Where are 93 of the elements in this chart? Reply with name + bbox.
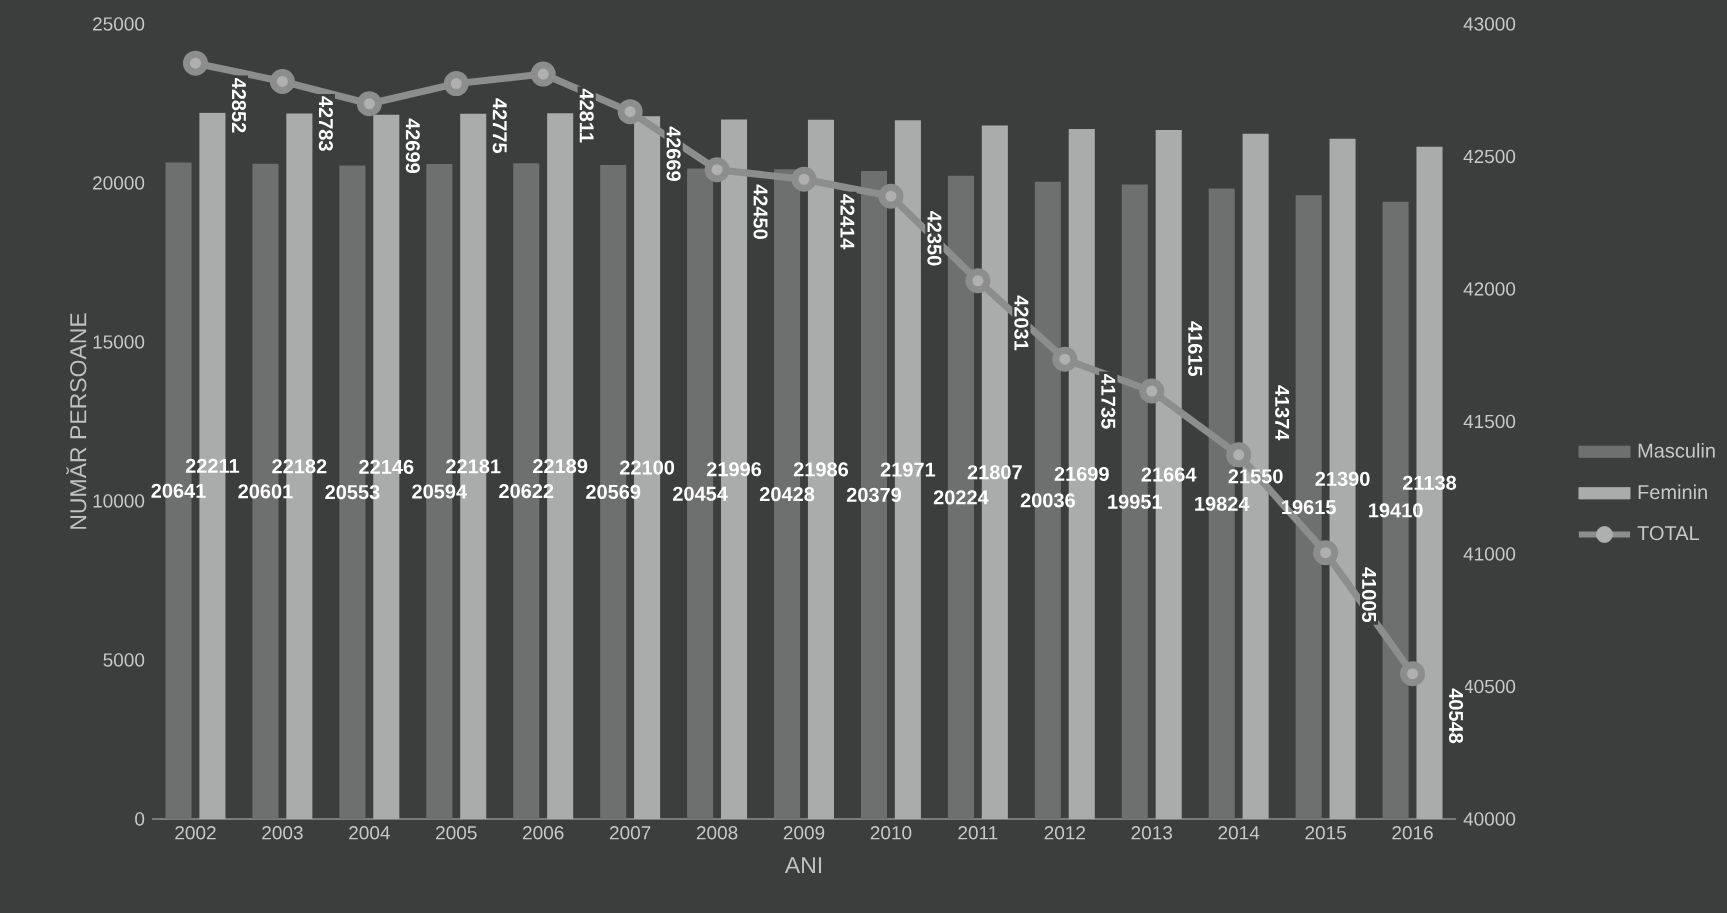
data-label: 22181 <box>446 459 501 474</box>
x-tick-label: 2015 <box>1305 826 1346 840</box>
data-label: 41005 <box>1362 567 1377 623</box>
data-label: 20428 <box>759 487 815 502</box>
point <box>617 99 643 125</box>
data-label: 22100 <box>619 460 675 475</box>
y2-tick-label: 40500 <box>1463 679 1516 694</box>
x-tick-label: 2007 <box>609 826 651 840</box>
y2-tick-label: 43000 <box>1463 17 1516 31</box>
data-label: 42450 <box>753 184 768 239</box>
data-label: 20641 <box>151 483 206 498</box>
data-label: 42031 <box>1014 295 1029 351</box>
data-label: 22211 <box>185 458 240 473</box>
data-label: 42783 <box>318 96 333 151</box>
point <box>269 68 295 94</box>
y-tick-label: 0 <box>135 812 145 826</box>
x-tick-label: 2010 <box>870 826 912 840</box>
data-label: 19615 <box>1282 500 1336 515</box>
data-label: 22182 <box>272 459 327 474</box>
data-label: 22189 <box>533 459 588 474</box>
y2-tick-label: 41500 <box>1463 414 1516 429</box>
data-label: 21986 <box>793 462 849 477</box>
x-tick-label: 2009 <box>783 826 825 840</box>
data-label: 42414 <box>840 193 855 250</box>
point <box>443 71 469 97</box>
x-tick-label: 2006 <box>523 826 564 840</box>
y2-tick-label: 42500 <box>1463 149 1516 164</box>
point <box>878 183 904 209</box>
data-label: 42699 <box>405 118 420 174</box>
data-label: 19951 <box>1108 494 1163 509</box>
legend-label: TOTAL <box>1637 526 1700 541</box>
y-axis-title: NUMĂR PERSOANE <box>66 313 87 529</box>
x-tick-label: 2013 <box>1131 826 1173 840</box>
data-label: 40548 <box>1448 688 1464 744</box>
point <box>182 50 208 76</box>
data-label: 20036 <box>1020 493 1075 508</box>
data-label: 42775 <box>492 98 507 154</box>
data-label: 21971 <box>880 462 936 477</box>
point <box>1400 661 1426 687</box>
y-tick-label: 20000 <box>93 176 145 190</box>
x-tick-label: 2008 <box>696 826 738 840</box>
data-label: 42852 <box>231 77 247 133</box>
y2-tick-label: 42000 <box>1463 282 1516 296</box>
y-tick-label: 15000 <box>93 335 145 349</box>
data-label: 21390 <box>1315 471 1370 486</box>
x-tick-label: 2004 <box>349 826 390 840</box>
legend-label: Feminin <box>1638 484 1707 500</box>
x-tick-label: 2016 <box>1392 826 1433 840</box>
data-label: 20622 <box>499 484 554 499</box>
data-label: 20553 <box>325 485 380 500</box>
data-label: 21138 <box>1402 475 1457 490</box>
legend-label: Masculin <box>1638 443 1715 458</box>
data-label: 21807 <box>967 465 1022 480</box>
x-tick-label: 2014 <box>1218 826 1260 840</box>
data-label: 22146 <box>359 459 414 474</box>
data-label: 21996 <box>706 462 762 477</box>
y2-tick-label: 40000 <box>1463 812 1516 826</box>
x-tick-label: 2002 <box>175 826 216 840</box>
data-label: 20454 <box>673 486 728 501</box>
data-label: 19410 <box>1369 503 1423 518</box>
point <box>1052 346 1078 372</box>
data-label: 19824 <box>1195 496 1250 511</box>
point <box>356 91 382 117</box>
point <box>530 61 556 87</box>
point <box>1139 378 1165 404</box>
y-tick-label: 5000 <box>103 653 145 667</box>
data-label: 20594 <box>412 484 468 499</box>
data-label: 41615 <box>1188 321 1203 377</box>
x-axis-title: ANI <box>784 857 822 874</box>
data-label: 20224 <box>933 490 989 505</box>
point <box>704 157 730 183</box>
y2-tick-label: 41000 <box>1463 547 1516 561</box>
data-label: 42669 <box>666 126 681 181</box>
data-label: 21550 <box>1228 469 1283 484</box>
x-tick-label: 2005 <box>436 826 477 840</box>
y-tick-label: 25000 <box>93 17 145 31</box>
data-label: 20379 <box>846 487 902 503</box>
data-label: 21699 <box>1054 466 1109 482</box>
data-label: 41374 <box>1275 385 1290 441</box>
data-label: 21664 <box>1141 467 1197 482</box>
y-tick-label: 10000 <box>93 494 145 508</box>
data-label: 42350 <box>927 210 942 266</box>
data-label: 20569 <box>586 484 641 499</box>
data-label: 41735 <box>1101 373 1116 429</box>
point <box>965 268 991 294</box>
x-tick-label: 2003 <box>262 826 303 840</box>
point <box>1313 540 1339 566</box>
point <box>1226 442 1252 468</box>
x-tick-label: 2012 <box>1044 826 1085 840</box>
x-tick-label: 2011 <box>958 826 998 840</box>
point <box>791 166 817 192</box>
data-label: 42811 <box>579 88 594 143</box>
data-label: 20601 <box>238 484 293 499</box>
